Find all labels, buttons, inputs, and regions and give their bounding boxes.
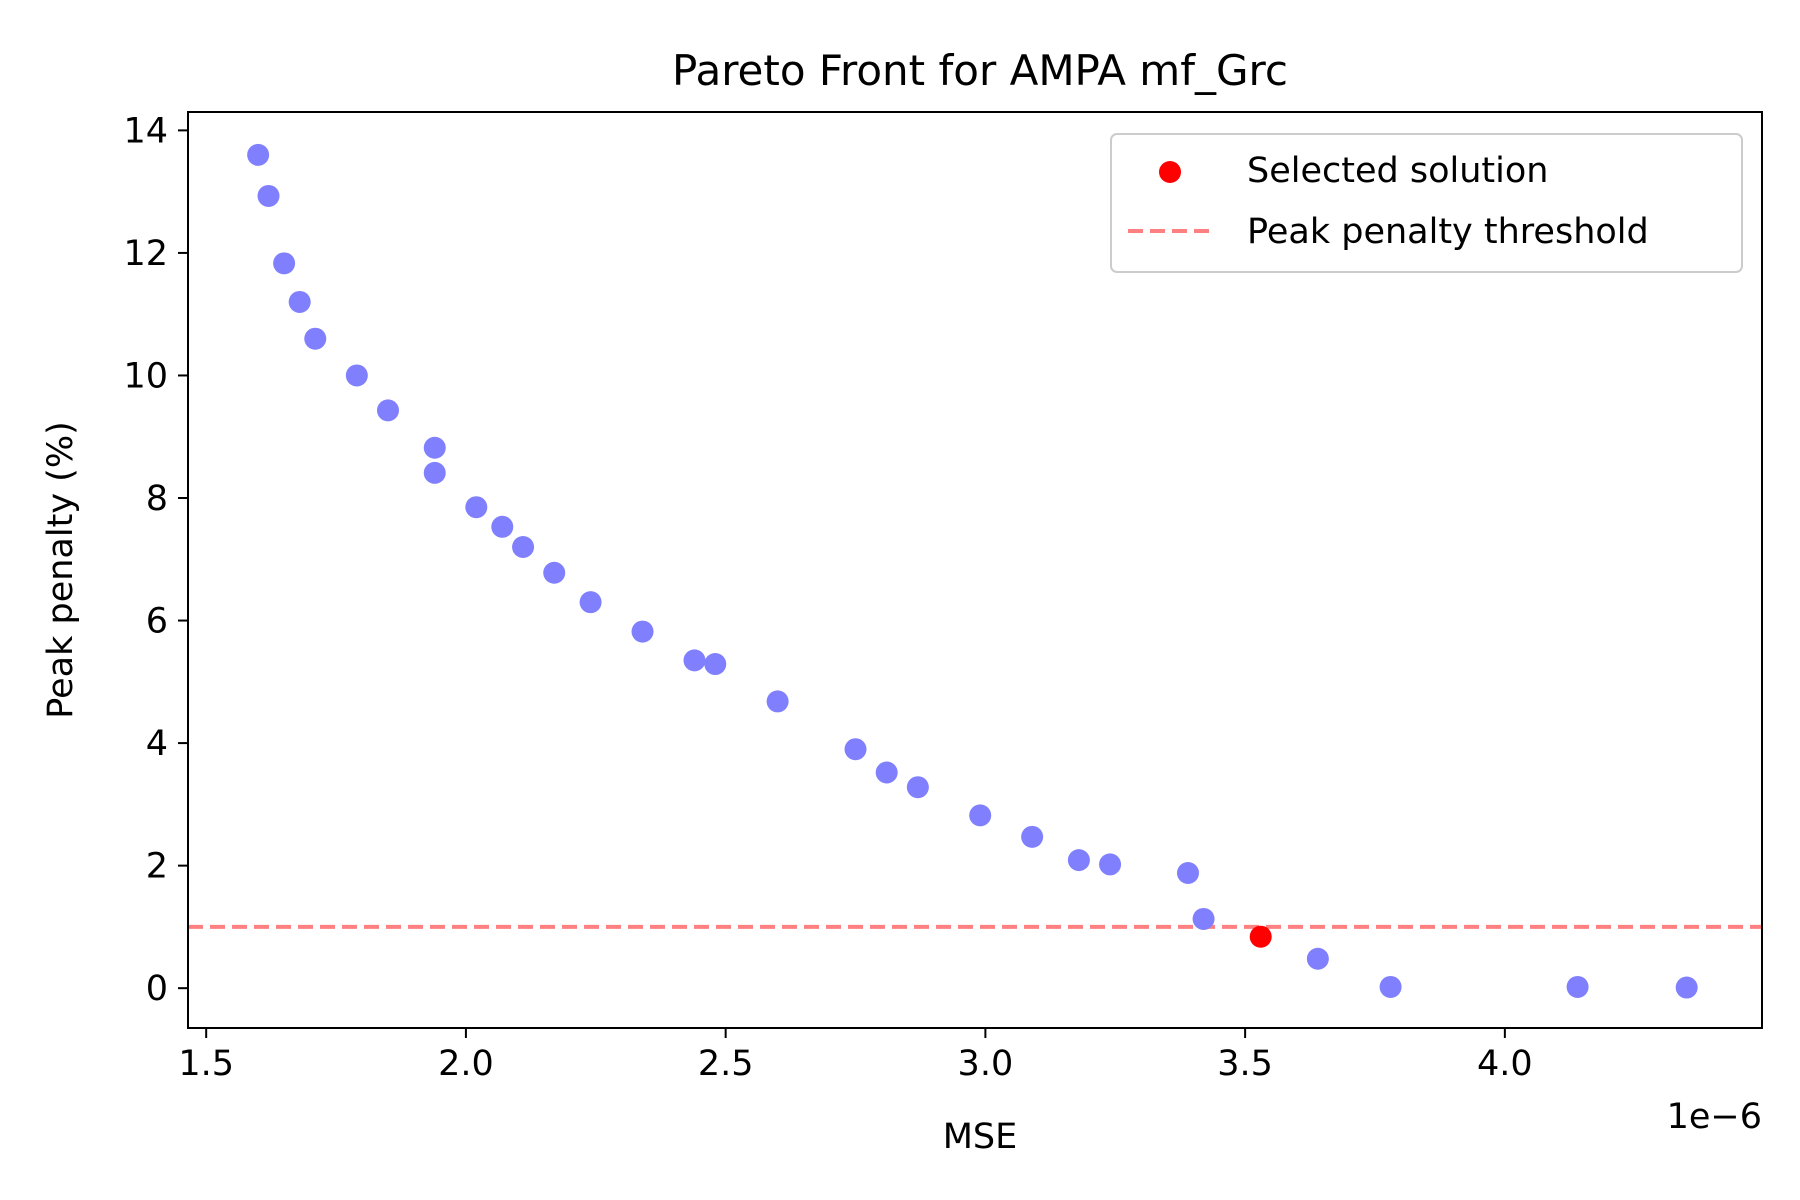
y-tick-label: 0 [146, 969, 168, 1009]
data-point [304, 327, 327, 350]
y-tick-label: 6 [146, 602, 168, 642]
y-tick-label: 14 [123, 111, 168, 151]
data-point [844, 738, 867, 761]
data-point [875, 761, 898, 784]
legend: Selected solution Peak penalty threshold [1110, 133, 1743, 273]
legend-box [1110, 133, 1743, 273]
x-tick-label: 4.0 [1477, 1044, 1533, 1084]
data-point [1675, 976, 1698, 999]
x-tick-label: 2.5 [698, 1044, 754, 1084]
axes-frame [187, 111, 1763, 1029]
x-tick-label: 3.0 [958, 1044, 1014, 1084]
legend-selected-marker [1159, 161, 1181, 183]
data-point [512, 536, 535, 559]
selected-point [1249, 925, 1272, 948]
data-point [1176, 861, 1199, 884]
data-point [631, 620, 654, 643]
data-point [766, 690, 789, 713]
legend-threshold-label: Peak penalty threshold [1247, 212, 1649, 252]
data-point [1067, 849, 1090, 872]
data-point [376, 399, 399, 422]
data-point [543, 561, 566, 584]
data-point [1192, 907, 1215, 930]
y-tick-label: 8 [146, 479, 168, 519]
data-point [1566, 975, 1589, 998]
plot-area [187, 111, 1763, 1029]
data-point [465, 496, 488, 519]
data-point [257, 184, 280, 207]
legend-selected-label: Selected solution [1247, 151, 1548, 191]
data-point [423, 461, 446, 484]
data-point [579, 591, 602, 614]
data-point [345, 364, 368, 387]
data-point [1306, 947, 1329, 970]
y-tick-label: 2 [146, 847, 168, 887]
y-tick-label: 12 [123, 234, 168, 274]
data-point [247, 143, 270, 166]
data-point [1021, 825, 1044, 848]
data-point [704, 653, 727, 676]
x-offset-label: 1e−6 [1667, 1097, 1762, 1137]
data-point [683, 649, 706, 672]
x-tick-label: 2.0 [438, 1044, 494, 1084]
y-axis: 0 2 4 6 8 10 12 14 [123, 111, 188, 1009]
data-point [423, 436, 446, 459]
x-axis: 1.5 2.0 2.5 3.0 3.5 4.0 [178, 1028, 1533, 1084]
y-axis-label: Peak penalty (%) [41, 421, 81, 718]
data-point [906, 776, 929, 799]
chart-title: Pareto Front for AMPA mf_Grc [672, 46, 1288, 95]
data-point [491, 515, 514, 538]
data-point [1099, 853, 1122, 876]
x-tick-label: 1.5 [178, 1044, 234, 1084]
data-point [288, 290, 311, 313]
y-tick-label: 4 [146, 724, 168, 764]
data-point [969, 804, 992, 827]
data-point [273, 252, 296, 275]
x-tick-label: 3.5 [1217, 1044, 1273, 1084]
y-tick-label: 10 [123, 356, 168, 396]
x-axis-label: MSE [943, 1117, 1018, 1157]
data-point [1379, 975, 1402, 998]
